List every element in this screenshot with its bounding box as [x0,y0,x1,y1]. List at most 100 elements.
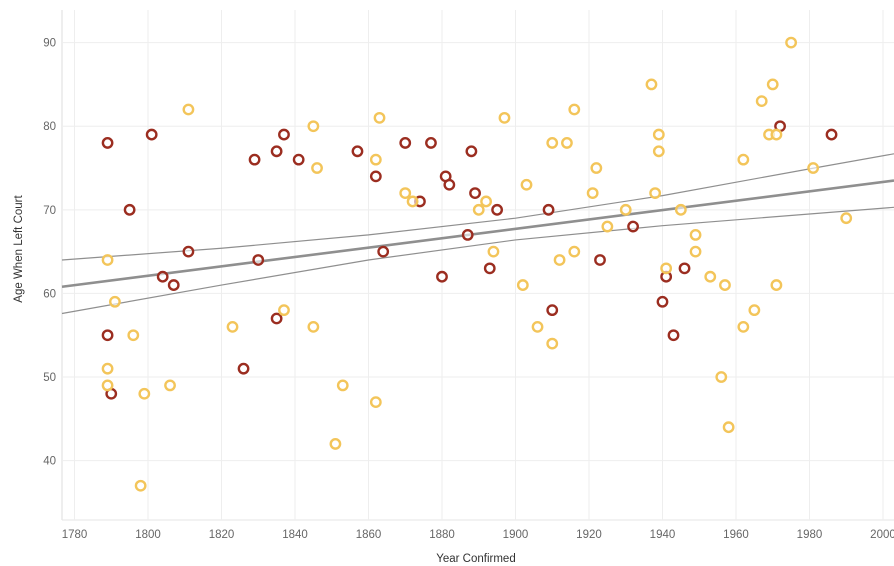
data-point-yellow[interactable] [520,178,533,191]
data-point-yellow[interactable] [785,36,798,49]
data-point-red[interactable] [627,220,639,233]
data-point-yellow[interactable] [766,78,779,91]
data-point-red[interactable] [594,254,606,266]
x-tick-label: 1880 [429,529,455,541]
x-axis-label: Year Confirmed [436,553,515,565]
data-point-yellow[interactable] [472,203,485,216]
data-point-yellow[interactable] [487,245,500,258]
data-point-yellow[interactable] [719,279,731,291]
data-point-yellow[interactable] [369,396,382,409]
data-point-red[interactable] [825,128,838,141]
data-point-red[interactable] [436,270,448,283]
data-point-yellow[interactable] [755,95,768,108]
data-point-red[interactable] [546,304,559,317]
data-point-yellow[interactable] [329,438,342,450]
data-point-yellow[interactable] [399,187,412,199]
data-point-red[interactable] [101,329,114,342]
data-point-yellow[interactable] [134,479,147,492]
data-point-yellow[interactable] [619,203,632,216]
data-point-yellow[interactable] [601,220,614,233]
data-point-yellow[interactable] [101,254,114,266]
data-point-yellow[interactable] [498,111,511,124]
data-point-red[interactable] [491,203,504,216]
data-point-red[interactable] [292,153,305,166]
data-point-yellow[interactable] [553,254,566,266]
data-point-red[interactable] [369,170,382,183]
data-point-yellow[interactable] [737,153,750,166]
data-point-yellow[interactable] [546,337,559,350]
data-point-yellow[interactable] [369,153,382,166]
data-point-red[interactable] [123,203,136,216]
data-point-yellow[interactable] [748,304,761,317]
data-point-yellow[interactable] [546,137,559,149]
data-point-yellow[interactable] [689,229,702,241]
data-point-yellow[interactable] [590,162,603,174]
data-point-yellow[interactable] [109,295,121,308]
data-point-yellow[interactable] [164,379,176,392]
data-point-yellow[interactable] [645,78,658,91]
data-point-red[interactable] [678,262,691,275]
data-point-red[interactable] [270,145,283,158]
data-point-red[interactable] [182,245,195,258]
data-point-yellow[interactable] [722,421,735,434]
data-point-red[interactable] [252,254,265,266]
data-point-red[interactable] [278,128,290,141]
data-point-yellow[interactable] [770,128,783,141]
data-point-yellow[interactable] [311,162,323,174]
y-tick-label: 80 [43,121,56,133]
data-point-yellow[interactable] [307,120,320,133]
data-point-yellow[interactable] [715,371,728,383]
data-point-yellow[interactable] [480,195,492,208]
data-point-red[interactable] [101,137,114,149]
data-point-red[interactable] [425,137,437,149]
data-point-yellow[interactable] [307,320,320,333]
data-point-yellow[interactable] [704,270,717,283]
data-point-red[interactable] [656,295,669,308]
data-point-red[interactable] [248,153,261,166]
data-point-red[interactable] [399,137,412,149]
data-point-yellow[interactable] [807,162,820,174]
data-point-red[interactable] [237,362,250,375]
data-point-red[interactable] [167,279,180,291]
data-point-red[interactable] [270,312,283,325]
trend-line [61,179,894,289]
data-point-yellow[interactable] [561,137,573,149]
data-point-red[interactable] [351,145,364,158]
data-point-yellow[interactable] [336,379,349,392]
data-point-yellow[interactable] [278,304,290,317]
data-point-yellow[interactable] [568,245,581,258]
data-point-yellow[interactable] [373,111,386,124]
x-tick-label: 2000 [870,529,894,541]
data-point-yellow[interactable] [660,262,673,275]
data-point-yellow[interactable] [568,103,581,116]
data-point-yellow[interactable] [674,203,687,216]
data-point-yellow[interactable] [516,279,529,291]
data-point-yellow[interactable] [182,103,195,116]
x-axis-ticks: 1780 1800 1820 1840 1860 1880 1900 1920 1940 1960… [62,529,894,541]
data-point-red[interactable] [156,270,169,283]
data-point-yellow[interactable] [226,320,239,333]
data-point-yellow[interactable] [531,320,544,333]
data-point-yellow[interactable] [406,195,419,208]
data-point-yellow[interactable] [770,279,783,291]
data-point-yellow[interactable] [649,187,662,199]
data-point-red[interactable] [465,145,478,158]
data-point-red[interactable] [667,329,680,342]
data-point-red[interactable] [145,128,158,141]
data-point-red[interactable] [483,262,496,275]
data-point-yellow[interactable] [840,212,853,225]
data-point-yellow[interactable] [652,128,665,141]
data-point-yellow[interactable] [689,245,702,258]
data-point-yellow[interactable] [101,362,114,375]
data-point-yellow[interactable] [652,145,665,158]
data-point-yellow[interactable] [127,329,140,342]
data-point-yellow[interactable] [737,320,750,333]
data-point-yellow[interactable] [138,387,151,400]
data-point-red[interactable] [542,203,555,216]
data-point-yellow[interactable] [586,187,599,199]
data-point-yellow[interactable] [101,379,114,392]
data-point-red[interactable] [461,229,474,241]
data-point-red[interactable] [469,187,481,199]
data-point-red[interactable] [377,245,390,258]
data-point-red[interactable] [443,178,456,191]
